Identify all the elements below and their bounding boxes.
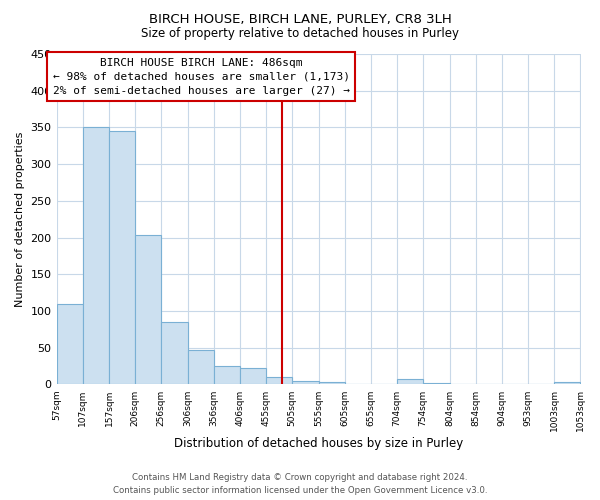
- Bar: [397, 380, 423, 384]
- Bar: [214, 366, 240, 384]
- Bar: [109, 131, 135, 384]
- Bar: [56, 304, 83, 384]
- X-axis label: Distribution of detached houses by size in Purley: Distribution of detached houses by size …: [174, 437, 463, 450]
- Text: BIRCH HOUSE, BIRCH LANE, PURLEY, CR8 3LH: BIRCH HOUSE, BIRCH LANE, PURLEY, CR8 3LH: [149, 12, 451, 26]
- Bar: [423, 383, 449, 384]
- Bar: [292, 381, 319, 384]
- Bar: [266, 377, 292, 384]
- Bar: [83, 128, 109, 384]
- Bar: [554, 382, 580, 384]
- Bar: [161, 322, 188, 384]
- Text: BIRCH HOUSE BIRCH LANE: 486sqm
← 98% of detached houses are smaller (1,173)
2% o: BIRCH HOUSE BIRCH LANE: 486sqm ← 98% of …: [53, 58, 350, 96]
- Text: Contains HM Land Registry data © Crown copyright and database right 2024.
Contai: Contains HM Land Registry data © Crown c…: [113, 474, 487, 495]
- Bar: [135, 236, 161, 384]
- Text: Size of property relative to detached houses in Purley: Size of property relative to detached ho…: [141, 28, 459, 40]
- Y-axis label: Number of detached properties: Number of detached properties: [15, 132, 25, 307]
- Bar: [240, 368, 266, 384]
- Bar: [319, 382, 345, 384]
- Bar: [188, 350, 214, 384]
